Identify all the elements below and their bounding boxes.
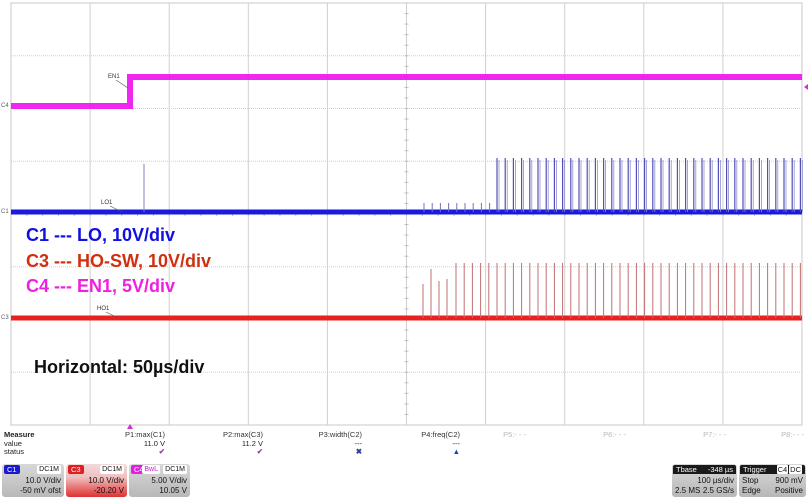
trigger-level: 900 mV [775,476,803,485]
measure-table: Measure value status P1:max(C1) 11.0 V ✔… [0,430,809,463]
annotation-c1-lo: C1 --- LO, 10V/div [26,225,176,245]
coupling-badge: DC1M [37,465,61,474]
channel-c3-descriptor[interactable]: C3 DC1M 10.0 V/div -20.20 V [66,464,127,497]
measure-param-p1[interactable]: P1:max(C1) 11.0 V ✔ [95,430,165,457]
measure-param-p7[interactable]: P7:- - - [703,430,726,439]
trigger-mode: Stop [742,476,759,485]
waveform-traces [11,74,803,321]
warning-triangle-icon: ▲ [452,447,460,456]
svg-text:LO1: LO1 [101,200,113,206]
channel-c4-descriptor[interactable]: C4 BwL DC1M 5.00 V/div 10.05 V [129,464,190,497]
measure-param-p2[interactable]: P2:max(C3) 11.2 V ✔ [193,430,263,457]
annotation-c4-en1: C4 --- EN1, 5V/div [26,276,176,296]
check-icon: ✔ [158,447,165,456]
svg-text:C4: C4 [1,103,9,109]
svg-text:C3: C3 [1,315,9,321]
channel-tag-c3: C3 [68,465,84,474]
sample-rate: 2.5 GS/s [702,486,734,495]
bandwidth-limit-badge: BwL [142,465,160,474]
measure-param-p3[interactable]: P3:width(C2) --- ✖ [292,430,362,457]
trigger-coupling: DC [789,465,802,474]
trigger-title: Trigger [743,465,767,474]
channel-c1-descriptor[interactable]: C1 DC1M 10.0 V/div -50 mV ofst [2,464,64,497]
vertical-offset: 10.05 V [159,486,187,495]
vertical-scale: 5.00 V/div [151,476,187,485]
timebase-delay: -348 µs [707,465,733,474]
svg-text:HO1: HO1 [97,306,110,312]
coupling-badge: DC1M [100,465,124,474]
measure-param-p6[interactable]: P6:- - - [603,430,626,439]
measure-header: Measure [4,430,35,439]
trigger-slope: Positive [774,486,803,495]
trigger-type: Edge [742,486,761,495]
vertical-offset: -50 mV ofst [20,486,61,495]
vertical-scale: 10.0 V/div [88,476,124,485]
measure-row-labels: Measure value status [4,430,35,457]
measure-param-p5[interactable]: P5:- - - [503,430,526,439]
trace-markers: C4 C1 C3 EN1 LO1 HO1 [1,74,808,429]
trigger-descriptor[interactable]: Trigger C4 DC Stop 900 mV Edge Positive [739,464,806,497]
channel-tag-c4: C4 [131,465,147,474]
vertical-scale: 10.0 V/div [25,476,61,485]
timebase-scale: 100 µs/div [697,476,734,485]
coupling-badge: DC1M [163,465,187,474]
channel-tag-c1: C1 [4,465,20,474]
sample-count: 2.5 MS [675,486,701,495]
measure-value-label: value [4,438,22,448]
svg-text:EN1: EN1 [108,74,120,80]
measure-status-label: status [4,447,25,456]
annotation-horizontal-scale: Horizontal: 50µs/div [34,357,205,377]
measure-param-p4[interactable]: P4:freq(C2) --- ▲ [390,430,460,457]
x-mark-icon: ✖ [355,447,362,456]
trigger-source: C4 [776,465,789,474]
vertical-offset: -20.20 V [93,486,124,495]
timebase-title: Tbase [676,465,697,474]
annotation-c3-ho-sw: C3 --- HO-SW, 10V/div [26,251,212,271]
measure-param-p8[interactable]: P8:- - - [781,430,804,439]
check-icon: ✔ [256,447,263,456]
scope-display: C4 C1 C3 EN1 LO1 HO1 [1,2,808,429]
timebase-descriptor[interactable]: Tbase -348 µs 100 µs/div 2.5 MS 2.5 GS/s [672,464,737,497]
svg-text:C1: C1 [1,209,9,215]
